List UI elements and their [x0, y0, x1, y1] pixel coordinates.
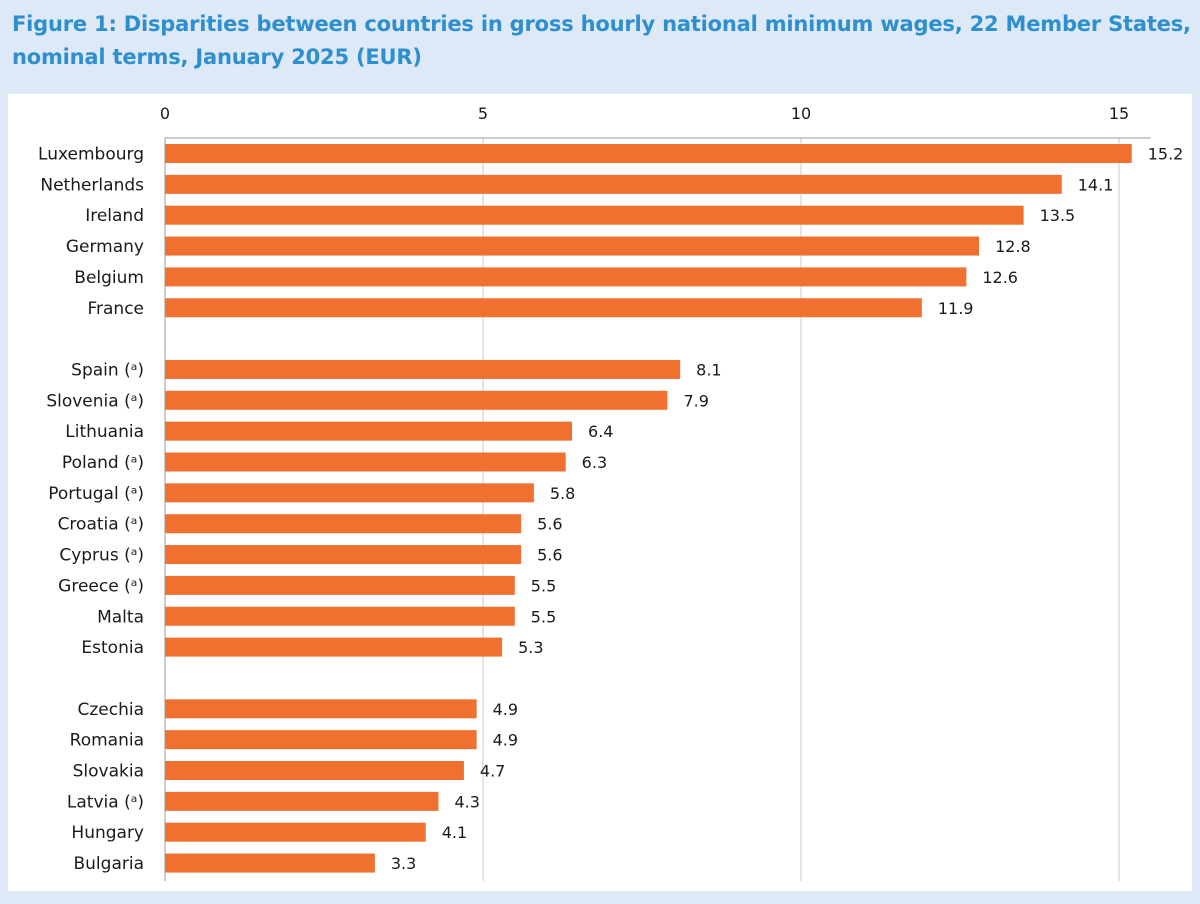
bar-1-9 — [165, 637, 503, 657]
category-label: Luxembourg — [38, 145, 144, 165]
value-label: 5.6 — [537, 546, 562, 565]
value-label: 5.5 — [531, 607, 556, 626]
value-label: 14.1 — [1078, 175, 1114, 194]
bar-2-5 — [165, 853, 375, 873]
category-label: Estonia — [81, 638, 144, 658]
value-label: 4.9 — [493, 731, 518, 750]
bar-2-0 — [165, 699, 477, 719]
tick-label-10: 10 — [791, 104, 811, 123]
value-label: 7.9 — [683, 391, 708, 410]
category-label: Poland (ᵃ) — [62, 453, 144, 473]
category-label: Romania — [70, 731, 144, 751]
value-label: 15.2 — [1148, 145, 1184, 164]
value-label: 5.5 — [531, 576, 556, 595]
bar-0-3 — [165, 236, 980, 256]
bar-0-0 — [165, 144, 1132, 163]
value-label: 6.3 — [582, 453, 607, 472]
category-label: Germany — [66, 237, 144, 257]
value-label: 5.3 — [518, 638, 543, 657]
bar-1-5 — [165, 514, 522, 534]
tick-label-5: 5 — [478, 104, 488, 123]
value-label: 4.3 — [454, 792, 479, 811]
bar-2-1 — [165, 730, 477, 750]
value-label: 4.1 — [442, 823, 467, 842]
bar-1-7 — [165, 575, 515, 595]
bar-1-3 — [165, 452, 566, 472]
bar-1-2 — [165, 421, 573, 441]
bar-1-6 — [165, 545, 522, 565]
bar-1-0 — [165, 359, 681, 379]
category-label: Spain (ᵃ) — [71, 360, 144, 380]
tick-label-0: 0 — [160, 104, 170, 123]
value-label: 4.9 — [493, 700, 518, 719]
category-label: Portugal (ᵃ) — [48, 484, 144, 504]
bar-0-5 — [165, 298, 922, 318]
category-label: Netherlands — [40, 175, 144, 195]
value-label: 5.8 — [550, 484, 575, 503]
category-label: Hungary — [71, 823, 144, 843]
bar-2-3 — [165, 791, 439, 811]
category-label: Greece (ᵃ) — [58, 576, 144, 596]
bar-0-2 — [165, 205, 1024, 225]
value-label: 12.8 — [995, 237, 1031, 256]
value-label: 12.6 — [982, 268, 1018, 287]
category-label: Latvia (ᵃ) — [67, 792, 144, 812]
bar-0-1 — [165, 174, 1062, 194]
value-label: 5.6 — [537, 515, 562, 534]
category-label: Slovenia (ᵃ) — [46, 391, 144, 411]
bar-chart: 0 5 10 15 Luxembourg 15.2 Netherlands 14.1 Irela… — [38, 104, 1184, 881]
category-label: France — [87, 299, 144, 319]
category-label: Slovakia — [73, 762, 144, 782]
category-label: Bulgaria — [74, 854, 145, 874]
chart-panel: 0 5 10 15 Luxembourg 15.2 Netherlands 14.1 Irela… — [8, 94, 1192, 891]
category-label: Croatia (ᵃ) — [58, 515, 144, 535]
category-label: Lithuania — [65, 422, 144, 442]
bar-1-4 — [165, 483, 534, 503]
figure-title-line-2: nominal terms, January 2025 (EUR) — [12, 45, 422, 69]
bar-1-8 — [165, 606, 515, 626]
value-label: 3.3 — [391, 854, 416, 873]
bar-0-4 — [165, 267, 967, 287]
value-label: 6.4 — [588, 422, 613, 441]
value-label: 4.7 — [480, 762, 505, 781]
value-label: 8.1 — [696, 360, 721, 379]
bar-2-4 — [165, 822, 426, 842]
value-label: 13.5 — [1040, 206, 1076, 225]
figure-title: Figure 1: Disparities between countries … — [0, 0, 1200, 94]
bar-2-2 — [165, 761, 464, 780]
category-label: Cyprus (ᵃ) — [59, 546, 144, 566]
category-label: Czechia — [77, 700, 144, 720]
bar-1-1 — [165, 390, 668, 410]
figure-title-line-1: Figure 1: Disparities between countries … — [12, 12, 1191, 36]
category-label: Ireland — [85, 206, 144, 226]
tick-label-15: 15 — [1109, 104, 1129, 123]
value-label: 11.9 — [938, 299, 974, 318]
category-label: Belgium — [74, 268, 144, 288]
category-label: Malta — [97, 607, 144, 627]
